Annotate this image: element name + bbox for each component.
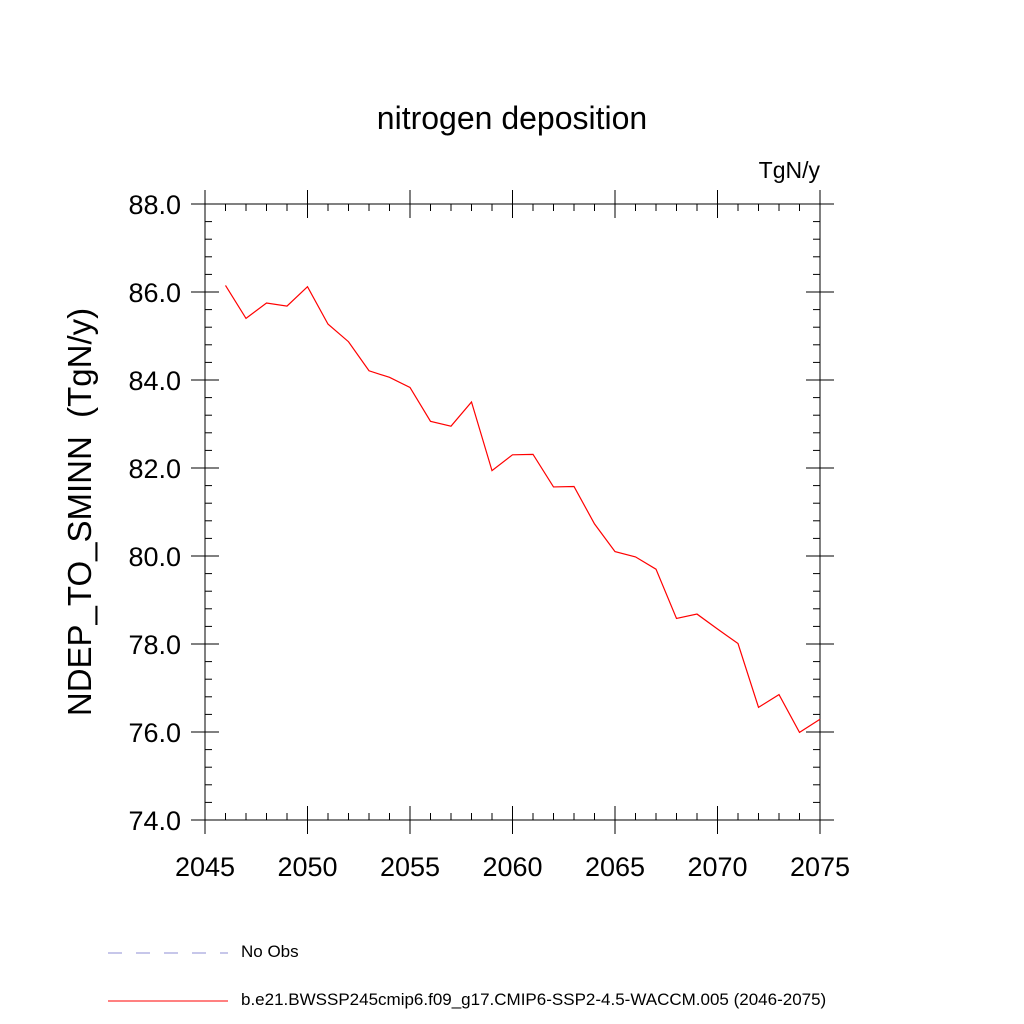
x-tick-label: 2045 — [175, 852, 235, 882]
series-lines — [224, 285, 821, 734]
y-tick-label: 80.0 — [128, 542, 181, 572]
x-tick-label: 2065 — [585, 852, 645, 882]
x-tick-label: 2060 — [482, 852, 542, 882]
y-tick-label: 76.0 — [128, 718, 181, 748]
major-ticks — [191, 190, 834, 834]
x-tick-label: 2050 — [277, 852, 337, 882]
legend-entry-no-obs: No Obs — [241, 942, 299, 961]
tick-labels: 2045 2050 2055 2060 2065 2070 2075 74.0 76.0 78.0… — [128, 190, 850, 882]
x-tick-label: 2075 — [790, 852, 850, 882]
x-tick-label: 2055 — [380, 852, 440, 882]
legend-lines — [108, 952, 228, 1002]
y-tick-label: 82.0 — [128, 454, 181, 484]
units-label: TgN/y — [758, 157, 820, 183]
y-tick-label: 74.0 — [128, 806, 181, 836]
chart-title: nitrogen deposition — [376, 100, 648, 136]
series-line — [224, 285, 821, 734]
legend-entry-model-run: b.e21.BWSSP245cmip6.f09_g17.CMIP6-SSP2-4… — [241, 990, 827, 1009]
x-tick-label: 2070 — [687, 852, 747, 882]
y-axis-label: NDEP_TO_SMINN (TgN/y) — [61, 307, 98, 717]
y-tick-label: 78.0 — [128, 630, 181, 660]
y-tick-label: 84.0 — [128, 366, 181, 396]
y-tick-label: 86.0 — [128, 278, 181, 308]
y-tick-label: 88.0 — [128, 190, 181, 220]
